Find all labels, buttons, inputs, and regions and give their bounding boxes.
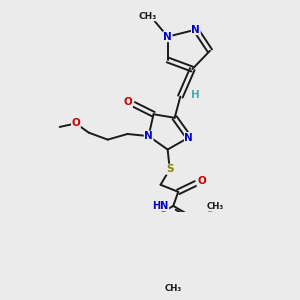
Text: H: H [191,89,200,100]
Text: CH₃: CH₃ [139,12,157,21]
Text: HN: HN [152,201,169,211]
Text: N: N [191,25,200,34]
Text: CH₃: CH₃ [206,202,224,211]
Text: O: O [72,118,80,128]
Text: N: N [144,131,153,141]
Text: N: N [184,133,193,142]
Text: N: N [163,32,172,42]
Text: O: O [124,97,133,107]
Text: S: S [166,164,173,174]
Text: O: O [197,176,206,186]
Text: CH₃: CH₃ [165,284,182,293]
